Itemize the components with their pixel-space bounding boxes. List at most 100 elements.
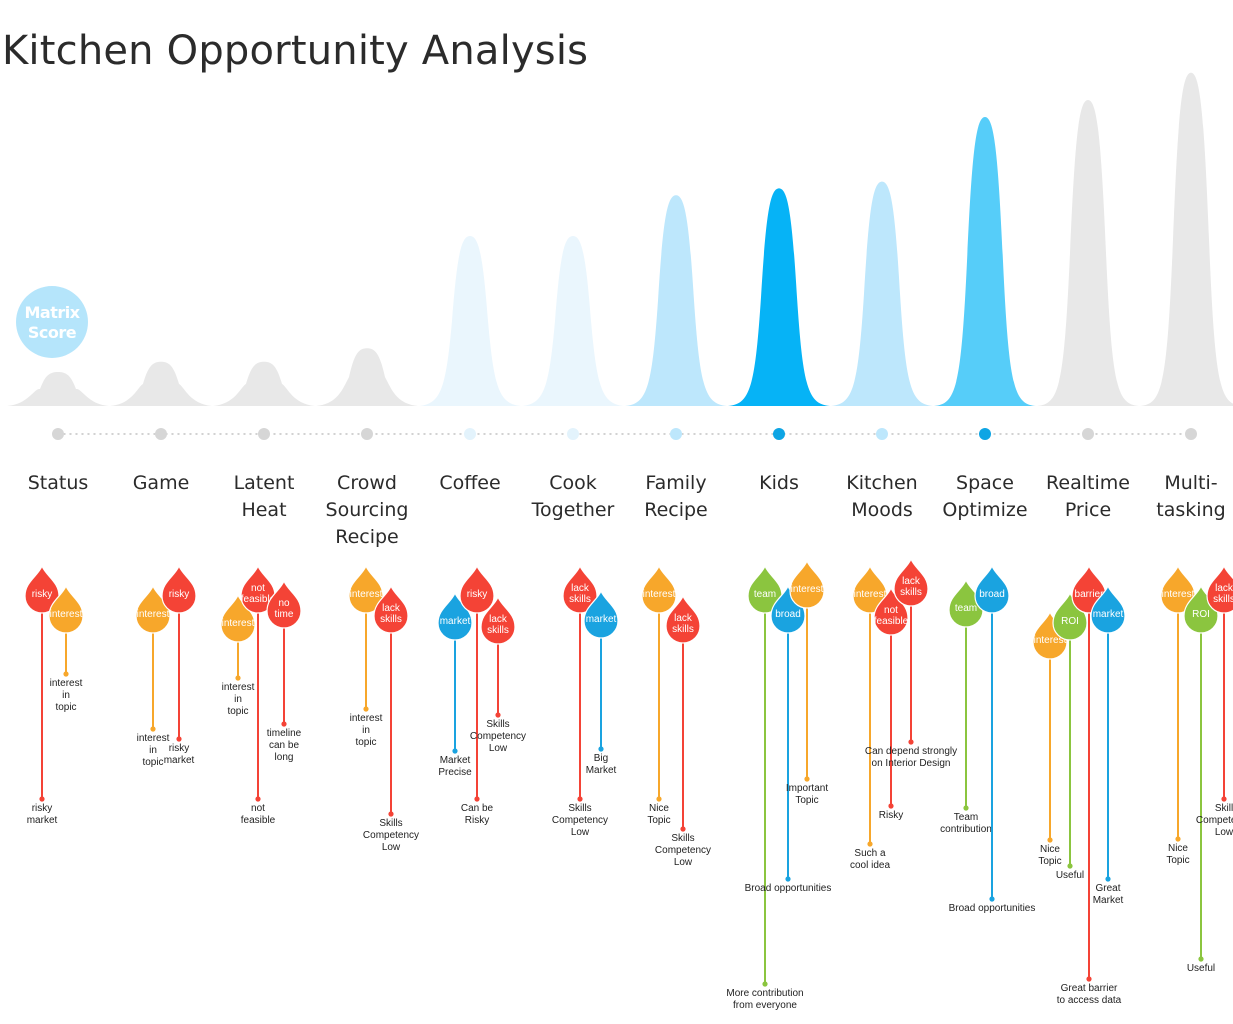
matrix-score-badge: Matrix Score xyxy=(16,286,88,358)
marker-end-dot xyxy=(235,675,241,681)
marker-label: interest xyxy=(643,589,676,600)
peaks xyxy=(7,72,1233,406)
peak-shape xyxy=(1140,72,1233,406)
marker-group: Skills Competency Low Big Market lack skills ma… xyxy=(552,564,619,838)
marker-label: broad xyxy=(775,609,801,620)
marker-note: Skills Competency Low xyxy=(470,719,526,754)
marker-note: interest in topic xyxy=(222,682,255,717)
marker-label: interest xyxy=(854,589,887,600)
marker-label: broad xyxy=(979,589,1005,600)
marker-note: Useful xyxy=(1056,870,1084,881)
marker-note: Team contribution xyxy=(940,812,992,835)
timeline-dot xyxy=(979,428,991,440)
marker-group: interest in topic Skills Competency Low intere… xyxy=(348,564,419,853)
marker-end-dot xyxy=(150,726,156,732)
marker-end-dot xyxy=(363,706,369,712)
category-label: Kitchen Moods xyxy=(846,472,917,521)
marker-end-dot xyxy=(656,796,662,802)
marker-label: interest xyxy=(791,584,824,595)
interest-drop-marker xyxy=(48,584,84,634)
peak-shape xyxy=(213,361,315,406)
peak-shape xyxy=(831,181,933,406)
interest-drop-marker xyxy=(852,564,888,614)
category-label: Game xyxy=(133,472,190,494)
marker-note: More contribution from everyone xyxy=(726,988,803,1011)
marker-label: interest xyxy=(1034,635,1067,646)
marker-group: More contribution from everyone Broad oppo… xyxy=(726,559,831,1011)
marker-end-dot xyxy=(680,826,686,832)
marker-note: interest in topic xyxy=(137,733,170,768)
marker-note: interest in topic xyxy=(50,678,83,713)
marker-note: Important Topic xyxy=(786,783,828,806)
marker-note: Nice Topic xyxy=(1166,843,1189,866)
marker-label: risky xyxy=(467,589,488,600)
marker-note: risky market xyxy=(27,803,58,826)
marker-note: Big Market xyxy=(586,753,617,776)
risk-drop-marker xyxy=(24,564,60,614)
marker-end-dot xyxy=(785,876,791,882)
marker-end-dot xyxy=(1067,863,1073,869)
risk-drop-marker xyxy=(459,564,495,614)
peak-shape xyxy=(625,195,727,406)
marker-label: market xyxy=(1093,609,1124,620)
marker-label: lack skills xyxy=(380,603,402,625)
marker-note: Can depend strongly on Interior Design xyxy=(865,746,957,769)
marker-group: Such a cool idea Risky Can depend strongly o… xyxy=(850,557,957,871)
marker-label: interest xyxy=(222,618,255,629)
timeline-dot xyxy=(567,428,579,440)
risk-drop-marker xyxy=(240,564,276,614)
marker-end-dot xyxy=(804,776,810,782)
marker-label: interest xyxy=(50,609,83,620)
marker-label: team xyxy=(754,589,776,600)
timeline-dot xyxy=(361,428,373,440)
marker-end-dot xyxy=(867,841,873,847)
timeline-dot xyxy=(1185,428,1197,440)
category-label: Kids xyxy=(759,472,799,494)
risk-drop-marker xyxy=(161,564,197,614)
marker-end-dot xyxy=(989,896,995,902)
marker-note: timeline can be long xyxy=(267,728,302,763)
marker-end-dot xyxy=(1198,956,1204,962)
market-drop-marker xyxy=(1090,584,1126,634)
marker-end-dot xyxy=(495,712,501,718)
interest-drop-marker xyxy=(641,564,677,614)
timeline-dot xyxy=(876,428,888,440)
marker-note: Great Market xyxy=(1093,883,1124,906)
marker-note: Broad opportunities xyxy=(949,903,1036,914)
marker-label: lack skills xyxy=(900,576,922,598)
marker-end-dot xyxy=(176,736,182,742)
category-label: Realtime Price xyxy=(1046,472,1130,521)
risk-drop-marker xyxy=(266,579,302,629)
marker-label: lack skills xyxy=(487,614,509,636)
marker-group: Nice Topic Skills Competency Low interest lack… xyxy=(641,564,711,868)
timeline-dot xyxy=(670,428,682,440)
marker-label: market xyxy=(586,614,617,625)
marker-label: not feasible xyxy=(241,583,276,605)
marker-end-dot xyxy=(1105,876,1111,882)
category-label: Multi-tasking xyxy=(1156,472,1225,521)
marker-end-dot xyxy=(888,803,894,809)
marker-label: interest xyxy=(350,589,383,600)
marker-label: lack skills xyxy=(1213,583,1233,605)
marker-note: Skills Competency Low xyxy=(363,818,419,853)
marker-end-dot xyxy=(598,746,604,752)
marker-note: interest in topic xyxy=(350,713,383,748)
page-title: Kitchen Opportunity Analysis xyxy=(2,28,589,74)
timeline-dot xyxy=(464,428,476,440)
marker-group: Market Precise Can be Risky Skills Competency… xyxy=(437,564,526,826)
category-label: Status xyxy=(28,472,89,494)
peak-shape xyxy=(934,117,1036,406)
marker-end-dot xyxy=(1047,837,1053,843)
marker-label: lack skills xyxy=(672,613,694,635)
marker-label: risky xyxy=(32,589,53,600)
interest-drop-marker xyxy=(1160,564,1196,614)
marker-end-dot xyxy=(577,796,583,802)
risk-drop-marker xyxy=(893,557,929,607)
peak-shape xyxy=(110,361,212,406)
marker-end-dot xyxy=(963,805,969,811)
category-label: Crowd Sourcing Recipe xyxy=(326,472,409,548)
marker-label: ROI xyxy=(1061,616,1079,627)
peak-shape xyxy=(7,372,109,406)
